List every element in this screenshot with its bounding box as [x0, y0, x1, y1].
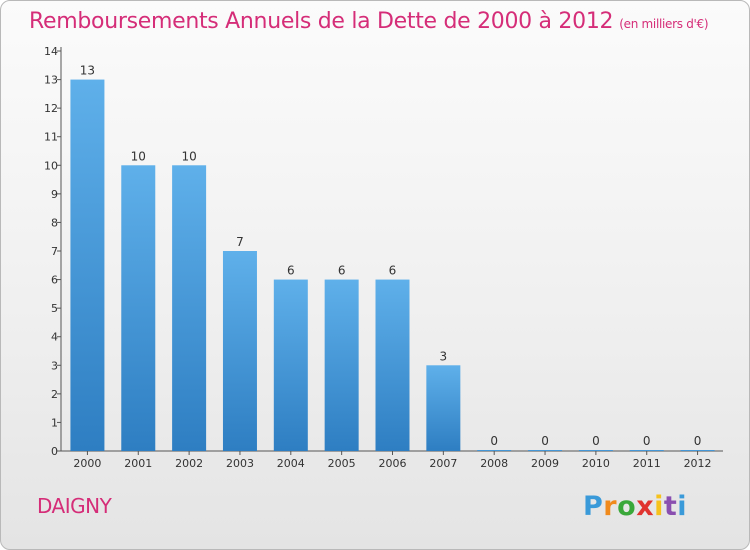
logo-letter: o: [617, 491, 637, 522]
bar-value-label: 0: [694, 434, 702, 448]
commune-name: DAIGNY: [37, 494, 112, 518]
x-tick-label: 2003: [226, 457, 254, 470]
bar: [375, 279, 410, 451]
bar-value-label: 0: [643, 434, 651, 448]
logo-letter: i: [654, 491, 664, 522]
y-tick-label: 2: [51, 388, 58, 401]
x-tick-label: 2002: [175, 457, 203, 470]
logo-letter: t: [663, 491, 678, 522]
y-tick-label: 3: [51, 359, 58, 372]
y-tick-label: 8: [51, 216, 58, 229]
bar: [324, 279, 359, 451]
x-tick-label: 2000: [73, 457, 101, 470]
bar-value-label: 6: [287, 264, 295, 278]
bar: [528, 450, 563, 451]
bar: [629, 450, 664, 451]
bar: [680, 450, 715, 451]
y-tick-label: 13: [44, 74, 58, 87]
proxiti-logo: Proxiti: [583, 491, 687, 522]
bar: [222, 251, 257, 451]
x-tick-label: 2001: [124, 457, 152, 470]
y-tick-label: 12: [44, 102, 58, 115]
y-tick-label: 7: [51, 245, 58, 258]
y-tick-label: 5: [51, 302, 58, 315]
y-tick-label: 4: [51, 331, 58, 344]
bar-value-label: 3: [440, 349, 448, 363]
x-tick-label: 2008: [480, 457, 508, 470]
y-tick-label: 6: [51, 274, 58, 287]
chart-title-text: Remboursements Annuels de la Dette de 20…: [29, 9, 614, 34]
y-tick-label: 9: [51, 188, 58, 201]
x-tick-label: 2010: [582, 457, 610, 470]
y-tick-label: 0: [51, 445, 58, 458]
x-tick-label: 2004: [277, 457, 305, 470]
bar: [426, 365, 461, 451]
logo-letter: i: [677, 491, 688, 522]
chart-unit-note: (en milliers d'€): [619, 17, 709, 31]
bar-value-label: 0: [592, 434, 600, 448]
bar-value-label: 0: [490, 434, 498, 448]
bar-value-label: 0: [541, 434, 549, 448]
bar: [70, 79, 105, 452]
x-tick-label: 2006: [379, 457, 407, 470]
bar: [578, 450, 613, 451]
logo-letter: x: [636, 491, 655, 522]
bar: [477, 450, 512, 451]
y-tick-label: 1: [51, 416, 58, 429]
bar: [121, 165, 156, 452]
bar-value-label: 10: [131, 149, 146, 163]
x-tick-label: 2007: [429, 457, 457, 470]
bar: [172, 165, 207, 452]
y-tick-label: 14: [44, 45, 58, 58]
y-tick-label: 10: [44, 159, 58, 172]
x-tick-label: 2005: [328, 457, 356, 470]
logo-letter: P: [583, 491, 604, 522]
y-tick-label: 11: [44, 131, 58, 144]
bar-value-label: 6: [389, 264, 397, 278]
chart-title: Remboursements Annuels de la Dette de 20…: [29, 9, 709, 34]
x-tick-label: 2011: [633, 457, 661, 470]
x-tick-label: 2012: [684, 457, 712, 470]
bar-value-label: 6: [338, 264, 346, 278]
bar-value-label: 13: [80, 64, 95, 78]
bar-value-label: 7: [236, 235, 244, 249]
bar-value-label: 10: [181, 149, 196, 163]
logo-letter: r: [603, 491, 618, 522]
x-tick-label: 2009: [531, 457, 559, 470]
bar: [273, 279, 308, 451]
